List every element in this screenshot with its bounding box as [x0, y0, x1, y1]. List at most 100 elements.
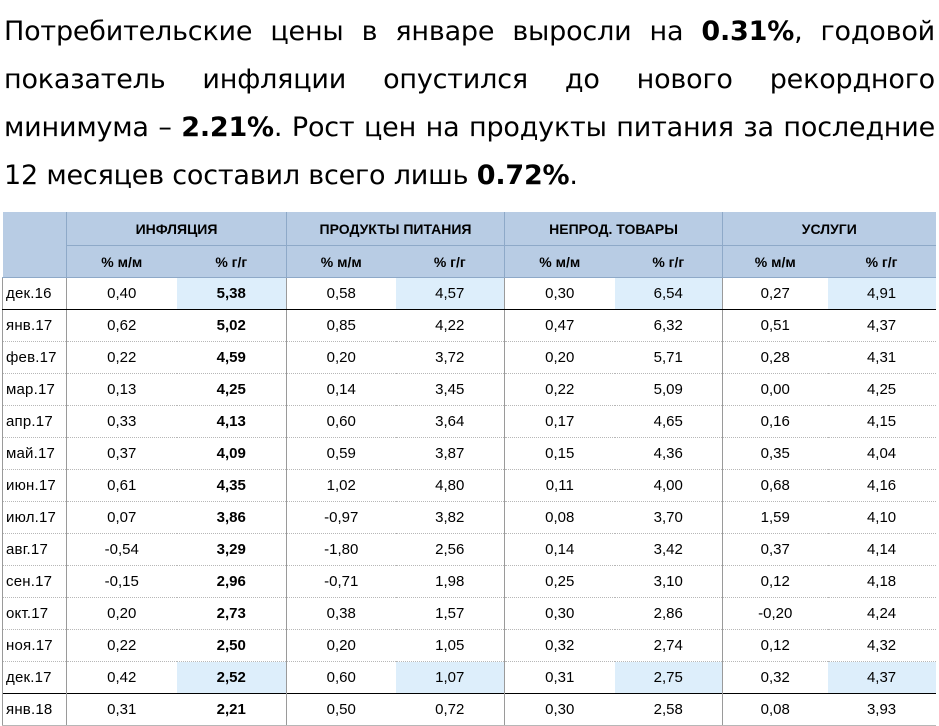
cell-yy: 1,05: [395, 629, 505, 662]
group-header-nonfood: НЕПРОД. ТОВАРЫ: [504, 212, 723, 246]
table-row: янв.17 0,62 5,02 0,85 4,22 0,47 6,32 0,51 4,37: [2, 309, 936, 342]
cell-mm: 0,37: [722, 533, 828, 566]
row-month-label: ноя.17: [2, 629, 67, 662]
cell-mm: 0,16: [722, 405, 828, 438]
cell-mm: 0,07: [66, 501, 177, 534]
cell-yy: 2,52: [176, 661, 287, 694]
row-month-label: янв.17: [2, 309, 67, 342]
cell-mm: 0,37: [66, 437, 177, 470]
cell-mm: 0,12: [722, 629, 828, 662]
cell-yy: 5,71: [614, 341, 723, 374]
cell-yy: 2,73: [176, 597, 287, 630]
cell-mm: 0,22: [66, 629, 177, 662]
cell-yy: 3,64: [395, 405, 505, 438]
subheader-mm: % м/м: [722, 245, 828, 278]
cell-yy: 4,22: [395, 309, 505, 342]
group-header-inflation: ИНФЛЯЦИЯ: [66, 212, 287, 246]
cell-mm: 0,30: [504, 277, 615, 310]
cell-yy: 4,18: [827, 565, 936, 598]
inflation-table: ИНФЛЯЦИЯ ПРОДУКТЫ ПИТАНИЯ НЕПРОД. ТОВАРЫ…: [2, 212, 936, 726]
group-header-food: ПРОДУКТЫ ПИТАНИЯ: [286, 212, 505, 246]
cell-yy: 4,65: [614, 405, 723, 438]
cell-mm: 0,20: [66, 597, 177, 630]
headline-monthly-value: 0.31%: [701, 16, 795, 47]
cell-yy: 2,21: [176, 693, 287, 726]
cell-yy: 3,86: [176, 501, 287, 534]
row-month-label: дек.16: [2, 277, 67, 310]
cell-mm: 0,08: [504, 501, 615, 534]
subheader-row: % м/м % г/г % м/м % г/г % м/м % г/г % м/…: [3, 245, 936, 278]
cell-yy: 4,59: [176, 341, 287, 374]
cell-yy: 2,86: [614, 597, 723, 630]
row-month-label: сен.17: [2, 565, 67, 598]
cell-mm: 0,31: [504, 661, 615, 694]
cell-mm: 0,22: [66, 341, 177, 374]
row-month-label: июл.17: [2, 501, 67, 534]
cell-mm: 0,15: [504, 437, 615, 470]
cell-mm: 0,85: [286, 309, 396, 342]
cell-yy: 3,10: [614, 565, 723, 598]
table-row: июн.17 0,61 4,35 1,02 4,80 0,11 4,00 0,68 4,16: [2, 469, 936, 502]
table-row: фев.17 0,22 4,59 0,20 3,72 0,20 5,71 0,28 4,31: [2, 341, 936, 374]
table-body: дек.16 0,40 5,38 0,58 4,57 0,30 6,54 0,27 4,91 ян…: [2, 277, 936, 726]
table-row: дек.16 0,40 5,38 0,58 4,57 0,30 6,54 0,27 4,91: [2, 277, 936, 310]
cell-yy: 1,98: [395, 565, 505, 598]
cell-yy: 5,09: [614, 373, 723, 406]
cell-mm: 0,33: [66, 405, 177, 438]
cell-yy: 3,93: [827, 693, 936, 726]
row-month-label: май.17: [2, 437, 67, 470]
cell-mm: 0,58: [286, 277, 396, 310]
table-row: май.17 0,37 4,09 0,59 3,87 0,15 4,36 0,35 4,04: [2, 437, 936, 470]
cell-mm: 0,12: [722, 565, 828, 598]
cell-mm: 0,32: [504, 629, 615, 662]
subheader-yy: % г/г: [614, 245, 723, 278]
table-row: дек.17 0,42 2,52 0,60 1,07 0,31 2,75 0,32 4,37: [2, 661, 936, 694]
cell-mm: 0,13: [66, 373, 177, 406]
cell-mm: 0,00: [722, 373, 828, 406]
headline-part-4: .: [569, 160, 578, 191]
cell-yy: 3,87: [395, 437, 505, 470]
cell-mm: -0,54: [66, 533, 177, 566]
cell-mm: 0,27: [722, 277, 828, 310]
cell-mm: 0,50: [286, 693, 396, 726]
subheader-yy: % г/г: [176, 245, 287, 278]
cell-mm: 0,68: [722, 469, 828, 502]
cell-mm: 0,40: [66, 277, 177, 310]
cell-mm: 0,17: [504, 405, 615, 438]
table-row: янв.18 0,31 2,21 0,50 0,72 0,30 2,58 0,08 3,93: [2, 693, 936, 726]
cell-yy: 1,07: [395, 661, 505, 694]
cell-mm: -0,97: [286, 501, 396, 534]
headline-part-3: . Рост цен на продукты питания за послед…: [4, 112, 935, 191]
cell-yy: 2,75: [614, 661, 723, 694]
subheader-yy: % г/г: [827, 245, 936, 278]
cell-mm: 0,51: [722, 309, 828, 342]
cell-mm: -0,15: [66, 565, 177, 598]
cell-mm: 1,59: [722, 501, 828, 534]
table-row: окт.17 0,20 2,73 0,38 1,57 0,30 2,86 -0,20 4,24: [2, 597, 936, 630]
cell-mm: 0,25: [504, 565, 615, 598]
group-header-row: ИНФЛЯЦИЯ ПРОДУКТЫ ПИТАНИЯ НЕПРОД. ТОВАРЫ…: [2, 212, 936, 278]
cell-mm: 0,32: [722, 661, 828, 694]
cell-yy: 4,24: [827, 597, 936, 630]
cell-yy: 4,37: [827, 309, 936, 342]
table-row: ноя.17 0,22 2,50 0,20 1,05 0,32 2,74 0,12 4,32: [2, 629, 936, 662]
cell-yy: 3,72: [395, 341, 505, 374]
cell-mm: 1,02: [286, 469, 396, 502]
cell-yy: 4,14: [827, 533, 936, 566]
cell-yy: 2,74: [614, 629, 723, 662]
cell-mm: 0,28: [722, 341, 828, 374]
cell-yy: 4,31: [827, 341, 936, 374]
row-month-label: окт.17: [2, 597, 67, 630]
table-row: июл.17 0,07 3,86 -0,97 3,82 0,08 3,70 1,59 4,10: [2, 501, 936, 534]
subheader-mm: % м/м: [504, 245, 615, 278]
table-row: апр.17 0,33 4,13 0,60 3,64 0,17 4,65 0,16 4,15: [2, 405, 936, 438]
cell-yy: 2,50: [176, 629, 287, 662]
table-row: авг.17 -0,54 3,29 -1,80 2,56 0,14 3,42 0,37 4,14: [2, 533, 936, 566]
cell-yy: 4,57: [395, 277, 505, 310]
cell-mm: 0,30: [504, 693, 615, 726]
cell-mm: -1,80: [286, 533, 396, 566]
cell-yy: 4,36: [614, 437, 723, 470]
group-header-services: УСЛУГИ: [722, 212, 936, 246]
cell-yy: 4,37: [827, 661, 936, 694]
cell-mm: 0,31: [66, 693, 177, 726]
